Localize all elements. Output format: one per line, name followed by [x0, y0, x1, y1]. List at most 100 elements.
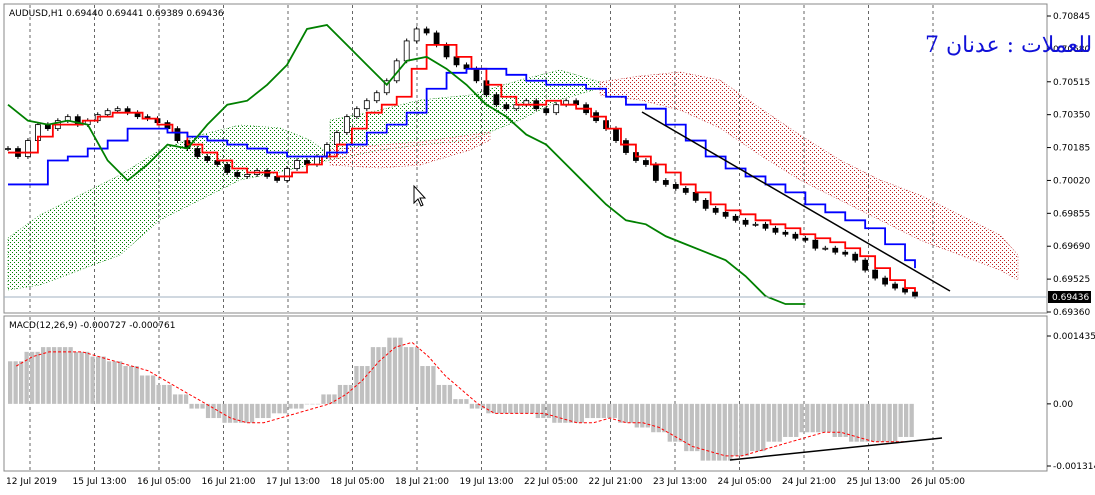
macd-bar — [645, 403, 650, 428]
macd-bar — [337, 384, 343, 404]
macd-bar — [458, 399, 464, 404]
candle-body — [25, 140, 31, 157]
macd-bar — [491, 403, 497, 414]
candle-body — [613, 128, 619, 141]
cloud-bear — [599, 71, 1019, 281]
ichimoku-cloud — [7, 69, 1019, 291]
macd-bar — [832, 403, 837, 437]
macd-bar — [299, 403, 304, 409]
candle-body — [712, 207, 719, 213]
macd-bar — [106, 361, 112, 404]
macd-bar — [139, 375, 145, 404]
macd-bar — [469, 403, 475, 409]
macd-bar — [623, 403, 628, 423]
macd-bar — [744, 403, 749, 456]
macd-bar — [733, 403, 738, 456]
macd-bar — [887, 403, 892, 442]
macd-bar — [57, 347, 62, 404]
price-label: 0.69360 — [1053, 308, 1090, 318]
time-label: 17 Jul 13:00 — [266, 477, 320, 487]
macd-bar — [332, 394, 337, 404]
macd-bar — [667, 403, 672, 442]
trendline-price[interactable] — [641, 111, 951, 292]
macd-bar — [568, 403, 573, 423]
candle-body — [5, 148, 11, 150]
candle-body — [284, 168, 290, 181]
candle-body — [264, 170, 271, 177]
macd-bar — [183, 394, 189, 404]
macd-bar — [640, 403, 645, 428]
time-label: 16 Jul 05:00 — [137, 477, 191, 487]
macd-bar — [326, 394, 332, 404]
annotation-text: التحليل التقني اليومي للعملات : عدنان 7 — [925, 33, 1095, 58]
candle-body — [383, 80, 390, 94]
time-label: 15 Jul 13:00 — [73, 477, 127, 487]
macd-bar — [172, 394, 178, 404]
macd-bar — [799, 403, 804, 433]
candle-body — [373, 92, 380, 102]
macd-bar — [827, 403, 832, 433]
macd-bar — [865, 403, 870, 442]
candle-body — [692, 192, 699, 201]
time-label: 22 Jul 21:00 — [589, 477, 643, 487]
indicator-lines — [7, 23, 916, 305]
candle-body — [114, 108, 121, 112]
candle-body — [234, 172, 241, 177]
macd-bar — [607, 403, 612, 419]
candle-body — [204, 156, 211, 161]
macd-bar — [541, 403, 546, 419]
macd-bar — [46, 347, 51, 404]
current-price-tag — [1048, 291, 1091, 303]
macd-bar — [288, 403, 293, 409]
kijun-line — [8, 67, 916, 269]
macd-bar — [51, 347, 57, 404]
macd-bar — [222, 403, 227, 423]
macd-bar — [216, 403, 222, 419]
macd-bar — [117, 361, 123, 404]
macd-bar — [546, 403, 551, 419]
macd-bar — [442, 384, 447, 404]
macd-bar — [409, 347, 414, 404]
candle-body — [822, 247, 829, 250]
candle-body — [433, 32, 440, 46]
macd-bar — [381, 347, 387, 404]
macd-bar — [370, 347, 376, 404]
candle-body — [852, 253, 859, 261]
axes: 12 Jul 2019 15 Jul 13:00 16 Jul 05:00 16 Ju… — [6, 12, 1095, 487]
candle-body — [334, 132, 340, 145]
candle-body — [872, 269, 879, 279]
macd-bar — [277, 403, 282, 414]
trendline-macd[interactable] — [729, 437, 943, 461]
macd-axis-label: 0.001435 — [1053, 332, 1095, 342]
candle-body — [792, 233, 799, 239]
candle-body — [722, 211, 729, 217]
macd-bar — [425, 366, 431, 404]
macd-bar — [68, 347, 73, 404]
macd-bar — [167, 384, 172, 404]
candle-body — [882, 277, 888, 285]
macd-bar — [40, 347, 46, 404]
macd-bar — [282, 403, 288, 414]
candle-body — [493, 94, 500, 106]
macd-bar — [95, 356, 101, 404]
candle-body — [762, 223, 769, 229]
macd-bar — [73, 351, 79, 404]
macd-bar — [777, 403, 782, 442]
macd-histogram — [8, 337, 914, 461]
mouse-cursor-icon — [413, 184, 427, 207]
macd-bar — [684, 403, 689, 452]
candle-body — [862, 259, 869, 271]
price-label: 0.70020 — [1053, 176, 1090, 186]
macd-bar — [530, 403, 535, 414]
macd-bar — [882, 403, 887, 442]
macd-bar — [79, 351, 84, 404]
macd-bar — [90, 356, 95, 404]
macd-bar — [574, 403, 579, 423]
candle-body — [892, 283, 898, 289]
candle-body — [224, 164, 231, 173]
macd-bar — [656, 403, 661, 433]
macd-bar — [101, 356, 106, 404]
candle-body — [732, 215, 739, 221]
macd-bar — [821, 403, 826, 433]
time-label: 18 Jul 21:00 — [395, 477, 449, 487]
